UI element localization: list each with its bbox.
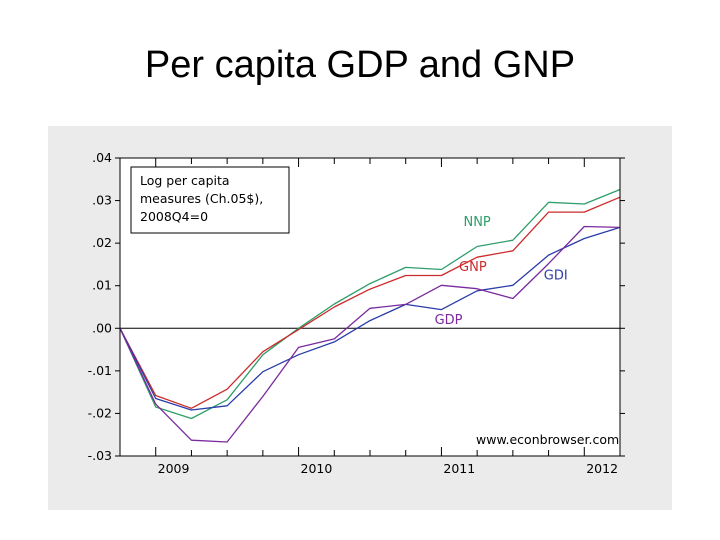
series-line-gdi <box>119 226 621 411</box>
x-tick-label: 2009 <box>158 461 190 476</box>
chart-panel: .04 .03 .02 .01 .00 -.01 -.02 -.03 2009 2010 2011 2… <box>48 126 672 510</box>
y-tick-label: -.02 <box>88 405 112 420</box>
y-tick-label: .01 <box>92 278 112 293</box>
legend-line-2: measures (Ch.05$), <box>140 191 263 206</box>
y-tick-label: .04 <box>92 150 112 165</box>
watermark: www.econbrowser.com <box>476 432 619 447</box>
line-chart: .04 .03 .02 .01 .00 -.01 -.02 -.03 2009 2010 2011 2… <box>88 150 625 476</box>
legend-line-3: 2008Q4=0 <box>140 209 208 224</box>
series-label-nnp: NNP <box>463 215 490 230</box>
legend-box: Log per capita measures (Ch.05$), 2008Q4… <box>130 166 290 234</box>
y-tick-label: .00 <box>92 320 112 335</box>
series-label-gdp: GDP <box>435 313 463 328</box>
plot-frame <box>119 157 621 457</box>
y-tick-label: .03 <box>92 193 112 208</box>
series-line-gnp <box>119 196 621 409</box>
series-line-gdp <box>119 225 621 443</box>
x-tick-label: 2011 <box>443 461 475 476</box>
series-label-gdi: GDI <box>544 268 568 283</box>
x-tick-label: 2012 <box>586 461 618 476</box>
y-tick-label: -.03 <box>88 448 112 463</box>
x-tick-label: 2010 <box>301 461 333 476</box>
series-line-nnp <box>119 188 621 420</box>
slide-title: Per capita GDP and GNP <box>144 44 576 86</box>
y-tick-label: .02 <box>92 235 112 250</box>
series-label-gnp: GNP <box>459 260 487 275</box>
legend-line-1: Log per capita <box>140 173 230 188</box>
y-tick-label: -.01 <box>88 363 112 378</box>
